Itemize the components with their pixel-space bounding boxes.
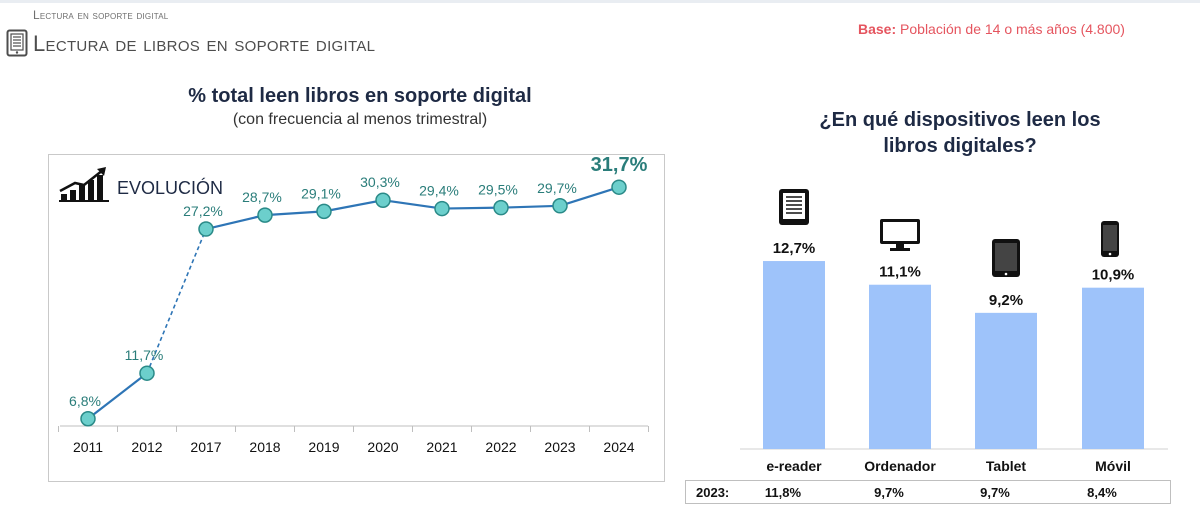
x-tick-label-2012: 2012 (131, 439, 162, 455)
bar-value-e-reader: 12,7% (773, 240, 816, 257)
bar-value-ordenador: 11,1% (879, 264, 921, 281)
data-label-2021: 29,4% (419, 183, 459, 199)
bar-value-tablet: 9,2% (989, 292, 1023, 309)
reference-2023-row: 2023: 11,8% 9,7% 9,7% 8,4% (685, 480, 1171, 504)
bar-chart-title-line-1: ¿En qué dispositivos leen los (819, 109, 1101, 131)
data-label-2022: 29,5% (478, 182, 518, 198)
base-value: Población de 14 o más años (4.800) (900, 21, 1125, 37)
x-tick-label-2023: 2023 (544, 439, 575, 455)
line-segment (264, 210, 325, 217)
x-tick-label-2011: 2011 (73, 439, 103, 455)
reference-2023-ereader: 11,8% (764, 485, 802, 500)
data-label-2018: 28,7% (242, 189, 282, 205)
line-point-2017 (198, 221, 214, 237)
smartphone-icon (1100, 220, 1120, 263)
line-segment (500, 204, 561, 209)
bar-category-e-reader: e-reader (766, 458, 822, 474)
line-point-2024 (611, 179, 627, 195)
reference-2023-label: 2023: (696, 485, 730, 500)
data-label-2012: 11,7% (125, 347, 164, 363)
bar-chart-title: ¿En qué dispositivos leen los libros dig… (780, 107, 1140, 159)
x-tick-label-2024: 2024 (603, 439, 634, 455)
bar-m-vil (1082, 287, 1144, 449)
x-tick-label-2020: 2020 (367, 439, 398, 455)
data-label-2024: 31,7% (591, 154, 648, 176)
growth-chart-icon (57, 166, 111, 209)
reference-2023-tablet: 9,7% (980, 485, 1010, 500)
line-segment (87, 372, 148, 420)
ereader-icon (778, 188, 810, 231)
x-tick-label-2022: 2022 (485, 439, 516, 455)
bar-tablet (975, 312, 1037, 449)
bar-category-ordenador: Ordenador (864, 458, 936, 474)
data-label-2011: 6,8% (69, 393, 101, 409)
page-title: Lectura de libros en soporte digital (33, 31, 376, 56)
data-label-2023: 29,7% (537, 180, 577, 196)
monitor-icon (879, 218, 921, 257)
line-point-2020 (375, 192, 391, 208)
evolution-panel (48, 154, 665, 482)
top-rule (0, 0, 1200, 3)
line-segment (382, 199, 443, 210)
bar-value-m-vil: 10,9% (1092, 267, 1135, 284)
line-point-2019 (316, 203, 332, 220)
line-segment (559, 186, 620, 207)
x-tick-label-2021: 2021 (426, 439, 457, 455)
base-note: Base: Población de 14 o más años (4.800) (858, 21, 1125, 37)
data-label-2019: 29,1% (301, 185, 341, 201)
section-label: Lectura en soporte digital (33, 8, 169, 22)
evolution-label: EVOLUCIÓN (117, 178, 224, 198)
bar-ordenador (869, 284, 931, 449)
bar-category-tablet: Tablet (986, 458, 1027, 474)
line-segment-dashed (146, 228, 207, 374)
x-tick-label-2017: 2017 (190, 439, 221, 455)
x-tick-label-2018: 2018 (249, 439, 280, 455)
line-segment (205, 214, 266, 231)
line-point-2022 (493, 199, 509, 216)
line-point-2018 (257, 207, 273, 223)
bar-chart-title-line-2: libros digitales? (883, 135, 1037, 157)
book-reader-icon (6, 29, 28, 62)
base-label: Base: (858, 21, 897, 37)
line-point-2021 (434, 200, 450, 217)
line-chart-subtitle: (con frecuencia al menos trimestral) (232, 111, 488, 128)
reference-2023-movil: 8,4% (1087, 485, 1117, 500)
tablet-icon (991, 238, 1021, 283)
line-segment (323, 199, 384, 213)
line-point-2012 (139, 365, 155, 381)
reference-2023-ordenador: 9,7% (874, 485, 904, 500)
data-label-2020: 30,3% (360, 174, 400, 190)
line-chart-title: % total leen libros en soporte digital (188, 85, 532, 107)
data-label-2017: 27,2% (183, 203, 223, 219)
line-point-2023 (552, 198, 568, 214)
bar-e-reader (763, 261, 825, 449)
line-point-2011 (80, 411, 96, 427)
line-segment (441, 206, 502, 210)
bar-category-m-vil: Móvil (1095, 458, 1131, 474)
x-tick-label-2019: 2019 (308, 439, 339, 455)
